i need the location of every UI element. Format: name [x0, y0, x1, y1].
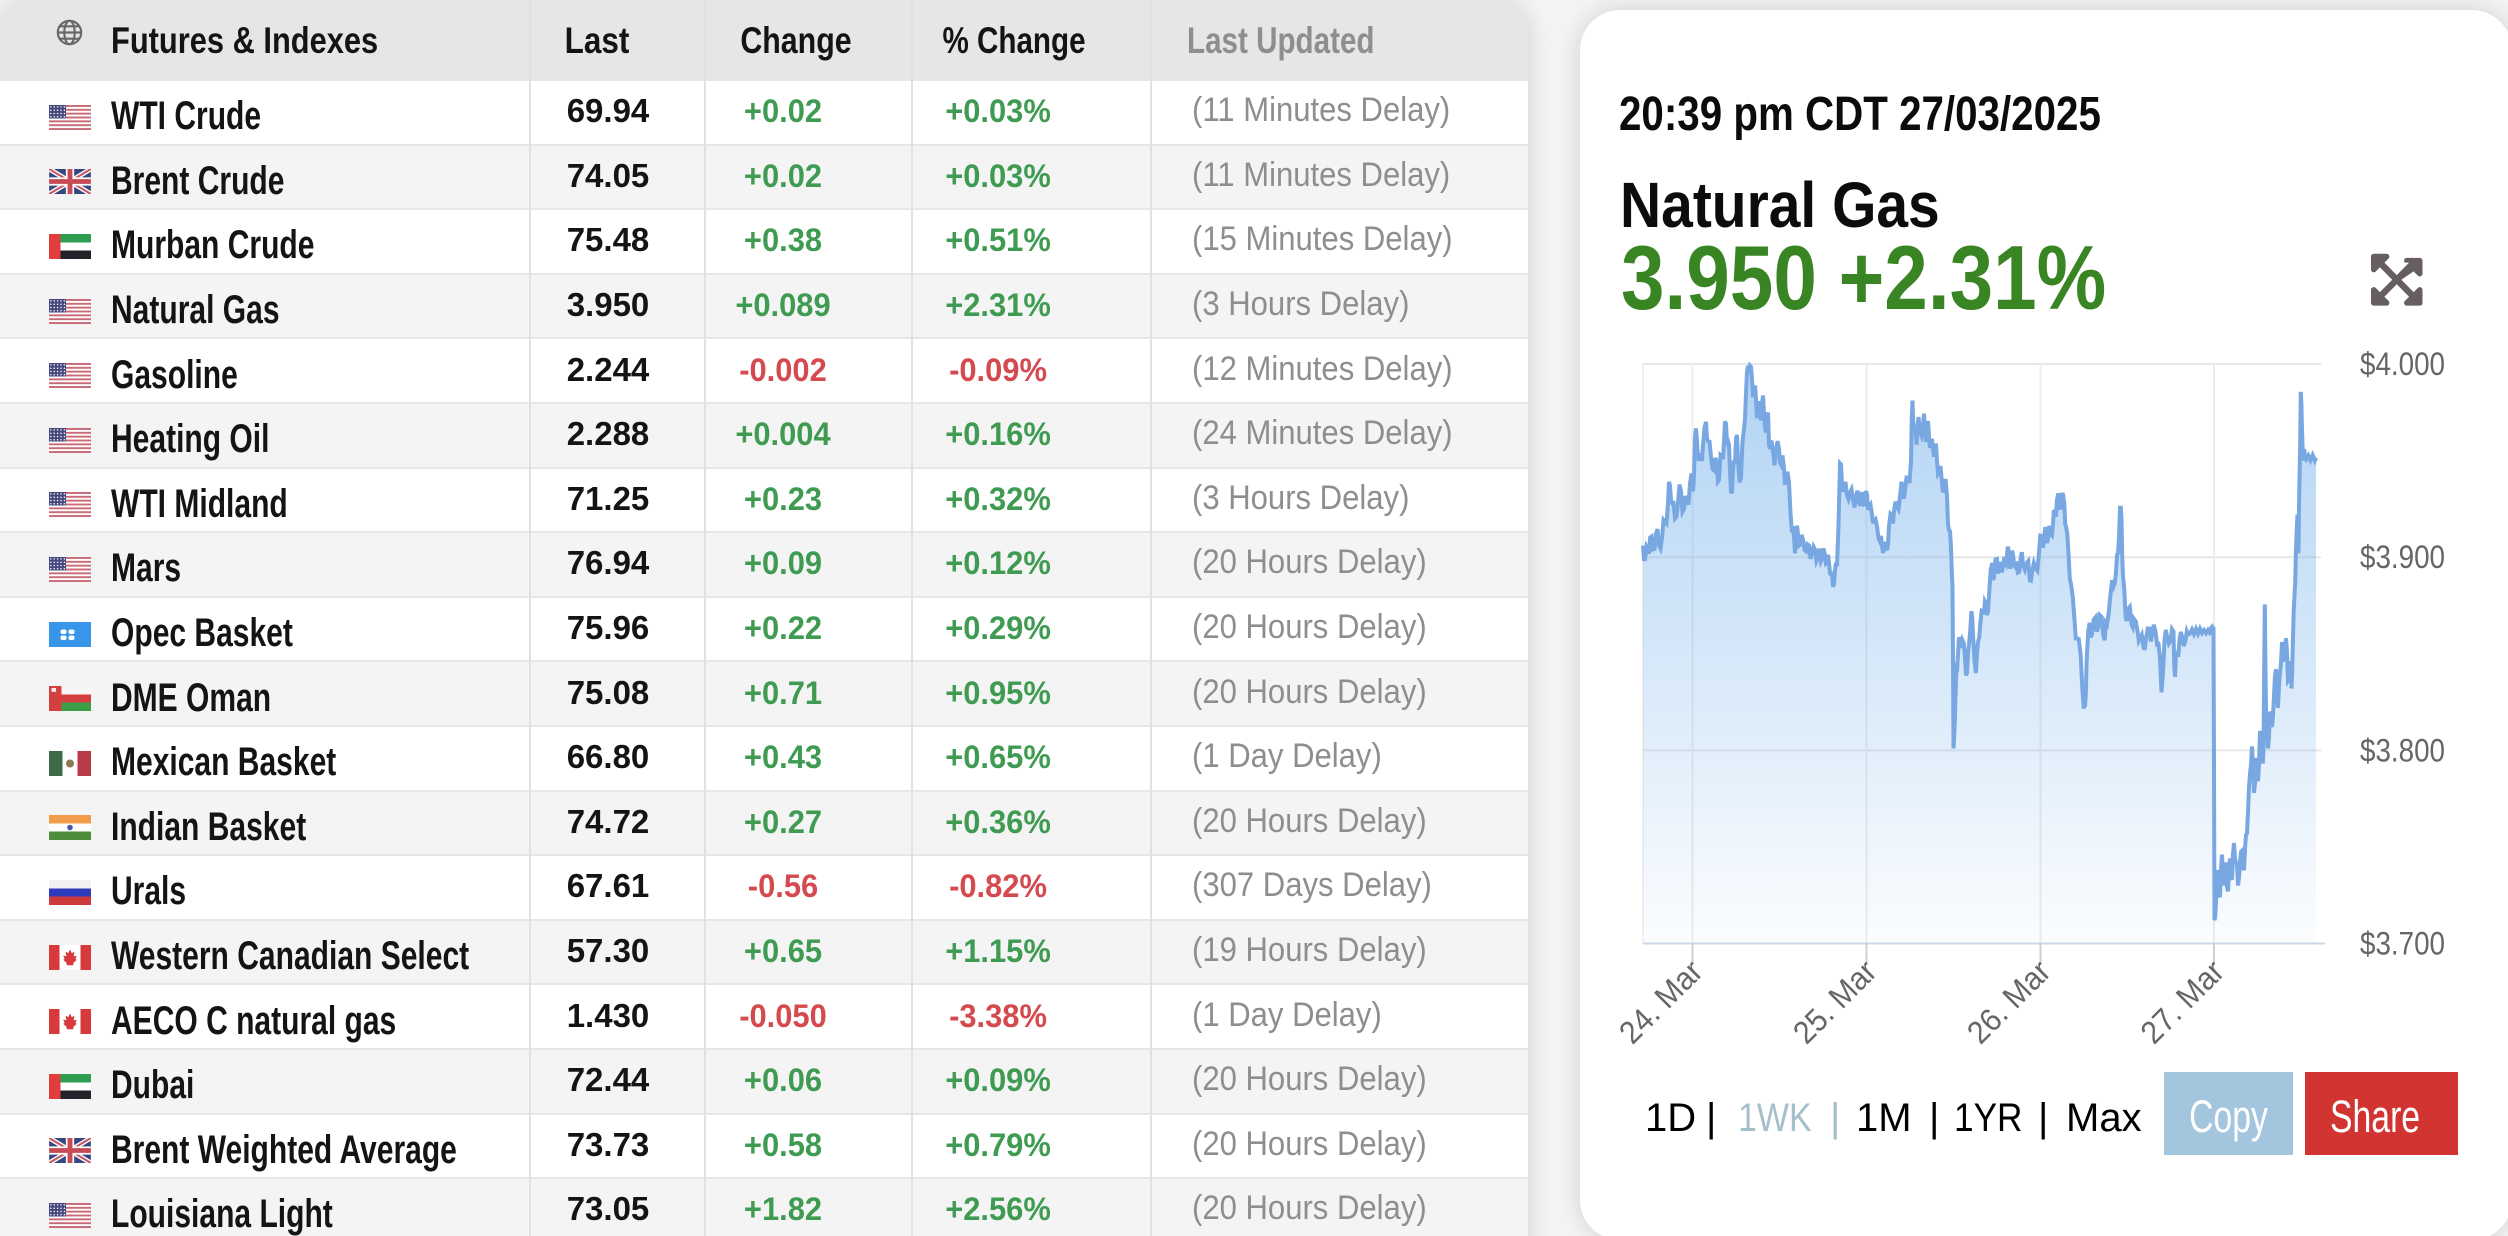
svg-text:$3.900: $3.900: [2360, 539, 2445, 575]
svg-text:25. Mar: 25. Mar: [1786, 953, 1884, 1051]
svg-text:$3.700: $3.700: [2360, 926, 2445, 962]
svg-text:24. Mar: 24. Mar: [1612, 953, 1710, 1051]
svg-text:26. Mar: 26. Mar: [1960, 953, 2058, 1051]
svg-text:27. Mar: 27. Mar: [2133, 953, 2231, 1051]
svg-text:$3.800: $3.800: [2360, 732, 2445, 768]
svg-text:$4.000: $4.000: [2360, 346, 2445, 382]
